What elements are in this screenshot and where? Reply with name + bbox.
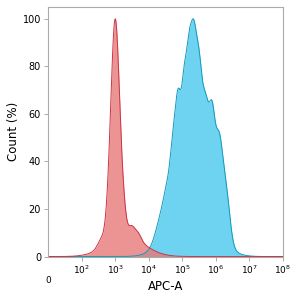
X-axis label: APC-A: APC-A bbox=[148, 280, 183, 293]
Text: 0: 0 bbox=[45, 276, 51, 285]
Y-axis label: Count (%): Count (%) bbox=[7, 102, 20, 161]
